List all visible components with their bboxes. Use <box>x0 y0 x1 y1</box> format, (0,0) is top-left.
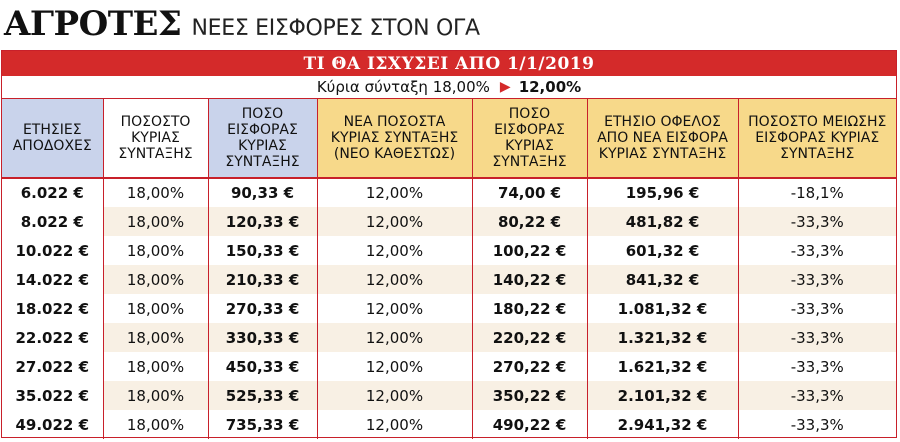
cell-pension-rate: 18,00% <box>102 207 208 236</box>
table-row: 22.022 €18,00% 330,33 €12,00% 220,22 €1.32… <box>2 323 896 352</box>
column-header-annual-benefit: ΕΤΗΣΙΟ ΟΦΕΛΟΣ ΑΠΟ ΝΕΑ ΕΙΣΦΟΡΑ ΚΥΡΙΑΣ ΣΥΝ… <box>586 99 738 179</box>
cell-annual-earnings: 10.022 € <box>15 241 90 260</box>
new-rate-value: 12,00% <box>518 78 582 96</box>
cell-new-contribution-amount: 140,22 € <box>471 265 587 294</box>
table-row: 18.022 € 18,00% 270,33 €12,00% 180,22 €1.08… <box>2 294 896 323</box>
column-header-pension-rate: ΠΟΣΟΣΤΟ ΚΥΡΙΑΣ ΣΥΝΤΑΞΗΣ <box>102 99 208 179</box>
column-header-reduction-rate: ΠΟΣΟΣΤΟ ΜΕΙΩΣΗΣ ΕΙΣΦΟΡΑΣ ΚΥΡΙΑΣ ΣΥΝΤΑΞΗΣ <box>737 99 896 179</box>
cell-new-contribution-amount: 270,22 € <box>471 352 587 381</box>
cell-contribution-amount: 450,33 € <box>207 352 317 381</box>
cell-annual-benefit: 195,96 € <box>586 178 738 207</box>
column-header-annual-earnings: ΕΤΗΣΙΕΣ ΑΠΟΔΟΧΕΣ <box>2 99 103 179</box>
cell-pension-rate: 18,00% <box>102 294 208 323</box>
cell-new-contribution-amount: 100,22 € <box>471 236 587 265</box>
cell-new-rate: 12,00% <box>316 410 472 439</box>
cell-annual-benefit: 601,32 € <box>586 236 738 265</box>
contributions-table: ΕΤΗΣΙΕΣ ΑΠΟΔΟΧΕΣ ΠΟΣΟΣΤΟ ΚΥΡΙΑΣ ΣΥΝΤΑΞΗΣ… <box>2 99 896 439</box>
cell-new-rate: 12,00% <box>316 294 472 323</box>
cell-contribution-amount: 150,33 € <box>207 236 317 265</box>
cell-annual-benefit: 2.941,32 € <box>586 410 738 439</box>
cell-annual-benefit: 1.321,32 € <box>586 323 738 352</box>
red-triangle-right-icon: ▶ <box>499 79 511 95</box>
cell-annual-earnings: 35.022 € <box>2 381 103 410</box>
rate-change-line: Κύρια σύνταξη 18,00% ▶ 12,00% <box>2 76 896 99</box>
table-row: 8.022 €18,00% 120,33 €12,00% 80,22 €481,82… <box>2 207 896 236</box>
cell-reduction-rate: -33,3% <box>737 294 896 323</box>
cell-reduction-rate: -33,3% <box>737 352 896 381</box>
cell-pension-rate: 18,00% <box>102 410 208 439</box>
cell-contribution-amount: 270,33 € <box>207 294 317 323</box>
cell-annual-benefit: 1.081,32 € <box>586 294 738 323</box>
cell-new-rate: 12,00% <box>316 323 472 352</box>
cell-pension-rate: 18,00% <box>102 381 208 410</box>
cell-new-rate: 12,00% <box>316 381 472 410</box>
cell-reduction-rate: -18,1% <box>737 178 896 207</box>
cell-annual-earnings: 27.022 € <box>15 357 90 376</box>
cell-annual-earnings: 6.022 € <box>20 184 84 202</box>
rate-change-text: Κύρια σύνταξη 18,00% <box>316 78 490 96</box>
page-title: ΑΓΡΟΤΕΣ <box>4 4 182 44</box>
cell-annual-earnings: 8.022 € <box>2 207 103 236</box>
cell-pension-rate: 18,00% <box>102 178 208 207</box>
column-header-new-contribution-amount: ΠΟΣΟ ΕΙΣΦΟΡΑΣ ΚΥΡΙΑΣ ΣΥΝΤΑΞΗΣ <box>471 99 587 179</box>
column-header-contribution-amount: ΠΟΣΟ ΕΙΣΦΟΡΑΣ ΚΥΡΙΑΣ ΣΥΝΤΑΞΗΣ <box>207 99 317 179</box>
table-row: 49.022 € 18,00% 735,33 €12,00% 490,22 €2.94… <box>2 410 896 439</box>
cell-new-contribution-amount: 80,22 € <box>471 207 587 236</box>
table-row: 14.022 €18,00% 210,33 €12,00% 140,22 €841,… <box>2 265 896 294</box>
table-header-row: ΕΤΗΣΙΕΣ ΑΠΟΔΟΧΕΣ ΠΟΣΟΣΤΟ ΚΥΡΙΑΣ ΣΥΝΤΑΞΗΣ… <box>2 99 896 179</box>
cell-new-contribution-amount: 490,22 € <box>471 410 587 439</box>
page-header: ΑΓΡΟΤΕΣ ΝΕΕΣ ΕΙΣΦΟΡΕΣ ΣΤΟΝ ΟΓΑ <box>4 4 480 50</box>
cell-annual-earnings: 22.022 € <box>2 323 103 352</box>
cell-contribution-amount: 525,33 € <box>207 381 317 410</box>
table-row: 27.022 € 18,00% 450,33 €12,00% 270,22 €1.62… <box>2 352 896 381</box>
cell-new-rate: 12,00% <box>316 178 472 207</box>
cell-pension-rate: 18,00% <box>102 236 208 265</box>
cell-contribution-amount: 90,33 € <box>207 178 317 207</box>
cell-contribution-amount: 120,33 € <box>207 207 317 236</box>
cell-new-contribution-amount: 220,22 € <box>471 323 587 352</box>
cell-contribution-amount: 210,33 € <box>207 265 317 294</box>
cell-reduction-rate: -33,3% <box>737 236 896 265</box>
cell-reduction-rate: -33,3% <box>737 265 896 294</box>
cell-reduction-rate: -33,3% <box>737 207 896 236</box>
column-header-new-rate: ΝΕΑ ΠΟΣΟΣΤΑ ΚΥΡΙΑΣ ΣΥΝΤΑΞΗΣ (ΝΕΟ ΚΑΘΕΣΤΩ… <box>316 99 472 179</box>
cell-annual-earnings: 49.022 € <box>15 415 90 434</box>
table-row: 35.022 €18,00% 525,33 €12,00% 350,22 €2.10… <box>2 381 896 410</box>
page-subtitle: ΝΕΕΣ ΕΙΣΦΟΡΕΣ ΣΤΟΝ ΟΓΑ <box>191 16 480 41</box>
cell-annual-benefit: 1.621,32 € <box>586 352 738 381</box>
cell-annual-earnings: 18.022 € <box>15 299 90 318</box>
cell-new-rate: 12,00% <box>316 207 472 236</box>
cell-reduction-rate: -33,3% <box>737 381 896 410</box>
cell-pension-rate: 18,00% <box>102 323 208 352</box>
cell-pension-rate: 18,00% <box>102 352 208 381</box>
cell-annual-benefit: 2.101,32 € <box>586 381 738 410</box>
cell-contribution-amount: 735,33 € <box>207 410 317 439</box>
cell-new-rate: 12,00% <box>316 352 472 381</box>
cell-pension-rate: 18,00% <box>102 265 208 294</box>
cell-reduction-rate: -33,3% <box>737 410 896 439</box>
cell-new-contribution-amount: 350,22 € <box>471 381 587 410</box>
cell-new-contribution-amount: 74,00 € <box>471 178 587 207</box>
cell-reduction-rate: -33,3% <box>737 323 896 352</box>
cell-annual-benefit: 481,82 € <box>586 207 738 236</box>
table-row: 6.022 € 18,00% 90,33 €12,00% 74,00 €195,96 … <box>2 178 896 207</box>
cell-new-rate: 12,00% <box>316 265 472 294</box>
cell-contribution-amount: 330,33 € <box>207 323 317 352</box>
cell-new-rate: 12,00% <box>316 236 472 265</box>
cell-new-contribution-amount: 180,22 € <box>471 294 587 323</box>
cell-annual-earnings: 14.022 € <box>2 265 103 294</box>
cell-annual-benefit: 841,32 € <box>586 265 738 294</box>
table-banner: ΤΙ ΘΑ ΙΣΧΥΣΕΙ ΑΠΟ 1/1/2019 <box>2 51 896 76</box>
table-row: 10.022 € 18,00% 150,33 €12,00% 100,22 €601,… <box>2 236 896 265</box>
contributions-table-frame: ΤΙ ΘΑ ΙΣΧΥΣΕΙ ΑΠΟ 1/1/2019 Κύρια σύνταξη… <box>1 50 897 439</box>
